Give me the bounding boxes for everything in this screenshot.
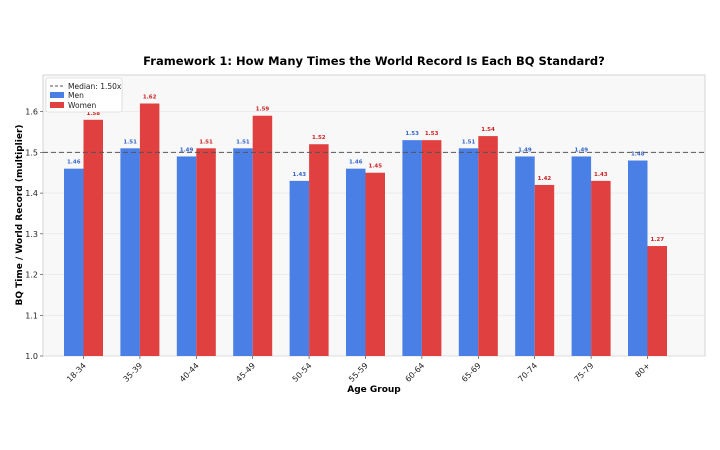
x-tick-label: 75-79 bbox=[573, 361, 596, 384]
bar-women bbox=[83, 119, 103, 356]
legend-median-label: Median: 1.50x bbox=[68, 82, 122, 91]
bar-value-label: 1.49 bbox=[518, 147, 532, 153]
y-tick-label: 1.6 bbox=[25, 108, 38, 117]
bar-women bbox=[309, 144, 329, 356]
y-tick-label: 1.1 bbox=[25, 311, 38, 320]
x-axis-label: Age Group bbox=[347, 385, 401, 395]
bar-value-label: 1.59 bbox=[256, 107, 270, 113]
bar-value-label: 1.62 bbox=[143, 95, 157, 101]
legend-women-swatch bbox=[50, 102, 64, 108]
chart-title: Framework 1: How Many Times the World Re… bbox=[143, 54, 605, 68]
legend-men-swatch bbox=[50, 92, 64, 98]
x-axis-ticks: 18-34 35-39 40-44 45-49 50-54 55-59 60-64 65-69… bbox=[65, 356, 652, 384]
bar-men bbox=[571, 156, 592, 356]
y-tick-label: 1.0 bbox=[25, 352, 38, 361]
bar-women bbox=[252, 115, 273, 356]
bar-men bbox=[402, 140, 422, 356]
bar-value-label: 1.54 bbox=[481, 127, 495, 133]
bar-value-label: 1.42 bbox=[538, 176, 552, 182]
bar-men bbox=[628, 160, 648, 356]
bar-value-label: 1.45 bbox=[368, 164, 382, 170]
bar-men bbox=[120, 148, 140, 356]
bar-men bbox=[176, 156, 197, 356]
bar-value-label: 1.51 bbox=[123, 139, 137, 145]
bar-women bbox=[196, 148, 216, 356]
bar-women bbox=[421, 140, 442, 356]
bar-value-label: 1.53 bbox=[425, 131, 439, 137]
bar-women bbox=[365, 172, 385, 356]
bar-value-label: 1.46 bbox=[349, 160, 363, 166]
y-tick-label: 1.4 bbox=[25, 189, 38, 198]
x-tick-label: 40-44 bbox=[178, 361, 201, 384]
x-tick-label: 18-34 bbox=[65, 361, 88, 384]
bar-value-label: 1.52 bbox=[312, 135, 326, 141]
y-axis-ticks: 1.0 1.1 1.2 1.3 1.4 1.5 1.6 bbox=[25, 108, 43, 361]
bar-value-label: 1.58 bbox=[86, 111, 100, 117]
bar-value-label: 1.49 bbox=[180, 147, 194, 153]
x-tick-label: 65-69 bbox=[460, 361, 483, 384]
legend: Median: 1.50x Men Women bbox=[45, 77, 123, 113]
y-tick-label: 1.5 bbox=[25, 148, 38, 157]
bar-value-label: 1.49 bbox=[575, 147, 589, 153]
bar-women bbox=[591, 180, 611, 356]
legend-box bbox=[45, 77, 123, 113]
bar-men bbox=[233, 148, 253, 356]
bar-women bbox=[478, 136, 498, 356]
x-tick-label: 55-59 bbox=[347, 361, 370, 384]
x-tick-label: 50-54 bbox=[291, 361, 314, 384]
bars-group: 1.46 1.58 1.51 1.62 1.49 1.51 1.51 1.59 1.43 1.52… bbox=[64, 95, 667, 356]
x-tick-label: 80+ bbox=[634, 361, 652, 379]
x-tick-label: 35-39 bbox=[122, 361, 145, 384]
bar-women bbox=[647, 246, 667, 356]
bar-value-label: 1.43 bbox=[293, 172, 307, 178]
bar-men bbox=[64, 168, 84, 356]
y-tick-label: 1.2 bbox=[25, 271, 38, 280]
x-tick-label: 45-49 bbox=[234, 361, 257, 384]
bar-men bbox=[289, 180, 310, 356]
bar-value-label: 1.43 bbox=[594, 172, 608, 178]
legend-men-label: Men bbox=[68, 91, 84, 100]
bar-men bbox=[346, 168, 366, 356]
bar-value-label: 1.53 bbox=[405, 131, 419, 137]
bar-women bbox=[534, 184, 555, 356]
bar-men bbox=[458, 148, 479, 356]
y-axis-label: BQ Time / World Record (multiplier) bbox=[15, 125, 25, 306]
x-tick-label: 60-64 bbox=[404, 361, 427, 384]
bar-value-label: 1.51 bbox=[199, 139, 213, 145]
bar-value-label: 1.51 bbox=[462, 139, 476, 145]
bar-value-label: 1.48 bbox=[631, 152, 645, 158]
legend-women-label: Women bbox=[68, 101, 96, 110]
bar-value-label: 1.51 bbox=[236, 139, 250, 145]
bar-value-label: 1.46 bbox=[67, 160, 81, 166]
x-tick-label: 70-74 bbox=[516, 361, 539, 384]
bar-men bbox=[515, 156, 535, 356]
bar-women bbox=[139, 103, 160, 356]
y-tick-label: 1.3 bbox=[25, 230, 38, 239]
bar-value-label: 1.27 bbox=[650, 237, 664, 243]
